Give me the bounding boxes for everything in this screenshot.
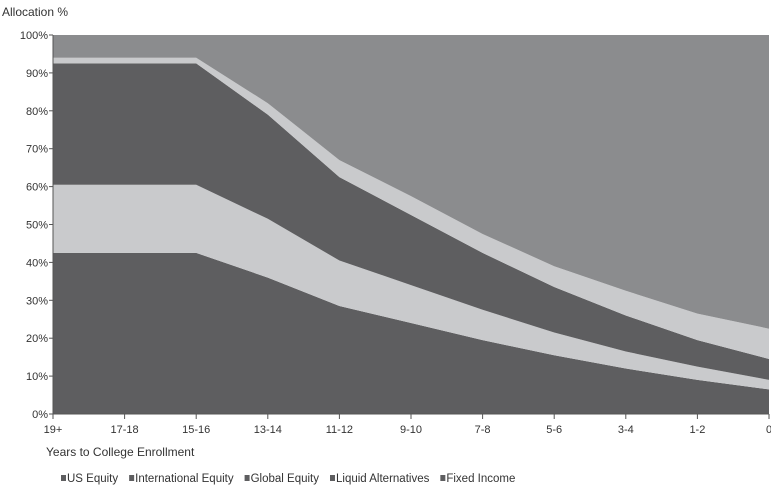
legend-label: International Equity — [135, 473, 234, 485]
legend-swatch — [129, 475, 135, 481]
x-tick-label: 17-18 — [111, 424, 139, 436]
area-fixed-income — [53, 35, 769, 329]
x-tick-label: 0 — [766, 424, 771, 436]
y-tick-label: 60% — [26, 182, 48, 194]
legend-swatch — [330, 475, 335, 481]
legend-label: Fixed Income — [446, 473, 515, 485]
legend-swatch — [61, 475, 66, 481]
area-liquid-alternatives — [53, 57, 769, 359]
y-axis-title: Allocation % — [2, 5, 68, 19]
x-tick-label: 3-4 — [618, 424, 634, 436]
x-axis-title: Years to College Enrollment — [46, 445, 195, 459]
legend-label: US Equity — [67, 473, 118, 485]
x-tick-labels: 19+ 17-18 15-16 13-14 11-12 9-10 7-8 5-6 3-4 1-2 0 — [44, 414, 771, 436]
area-us-equity — [53, 252, 769, 414]
legend-swatch — [244, 475, 250, 481]
legend-label: Liquid Alternatives — [336, 473, 430, 485]
x-tick-label: 7-8 — [475, 424, 491, 436]
x-tick-label: 13-14 — [254, 424, 282, 436]
x-tick-label: 1-2 — [689, 424, 705, 436]
y-tick-label: 10% — [26, 371, 48, 383]
x-tick-label: 19+ — [44, 424, 63, 436]
y-tick-label: 30% — [26, 295, 48, 307]
x-tick-label: 5-6 — [546, 424, 562, 436]
y-tick-label: 90% — [26, 68, 48, 80]
y-tick-label: 20% — [26, 333, 48, 345]
x-tick-label: 15-16 — [182, 424, 210, 436]
area-global-equity — [53, 63, 769, 380]
y-tick-labels: 0% 10% 20% 30% 40% 50% 60% 70% 80% 90% 100% — [20, 30, 53, 421]
legend: US Equity International Equity Global Equi… — [61, 473, 515, 485]
y-tick-label: 100% — [20, 30, 48, 42]
y-tick-label: 40% — [26, 257, 48, 269]
y-tick-label: 50% — [26, 220, 48, 232]
legend-swatch — [440, 475, 446, 481]
area-international-equity — [53, 184, 769, 390]
y-tick-label: 70% — [26, 144, 48, 156]
y-tick-label: 0% — [32, 409, 48, 421]
y-tick-label: 80% — [26, 106, 48, 118]
x-tick-label: 9-10 — [400, 424, 422, 436]
x-tick-label: 11-12 — [326, 424, 353, 436]
area-layers — [53, 35, 769, 414]
legend-label: Global Equity — [251, 473, 320, 485]
